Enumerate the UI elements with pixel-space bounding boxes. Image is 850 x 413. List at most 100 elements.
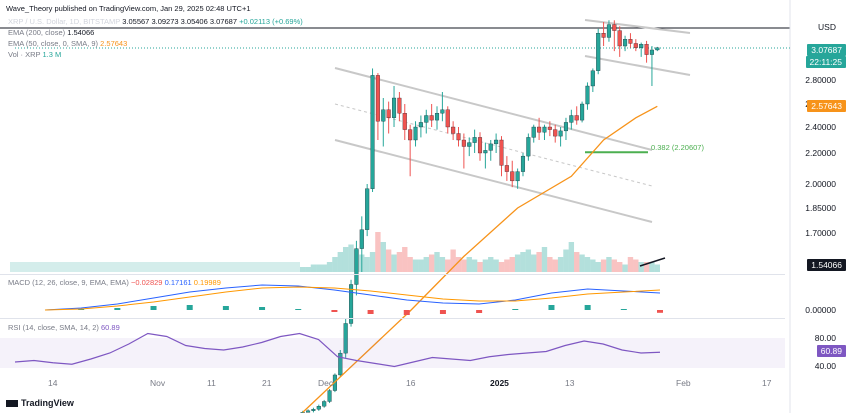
x-tick: 21 bbox=[262, 378, 272, 388]
macd-value: 0.17161 bbox=[164, 278, 192, 287]
candle-body bbox=[440, 109, 445, 114]
currency-label: USD bbox=[818, 22, 836, 32]
candle-body bbox=[526, 137, 531, 157]
candle-body bbox=[585, 85, 590, 105]
candle-body bbox=[547, 126, 552, 130]
candle-body bbox=[628, 39, 633, 44]
macd-hist-bar bbox=[259, 307, 266, 310]
candle-body bbox=[553, 129, 558, 137]
candle-body bbox=[515, 171, 520, 182]
volume-bar bbox=[568, 242, 575, 272]
volume-bar bbox=[418, 259, 424, 272]
countdown-badge: 22:11:25 bbox=[805, 56, 846, 68]
volume-bar bbox=[541, 247, 548, 272]
volume-bar bbox=[563, 249, 569, 272]
volume-bar bbox=[342, 247, 349, 272]
candle-body bbox=[542, 126, 547, 133]
volume-bar bbox=[547, 257, 553, 272]
volume-bar bbox=[402, 247, 408, 272]
volume-bar bbox=[557, 257, 564, 272]
volume-bar bbox=[509, 257, 515, 272]
ema50-line bbox=[302, 105, 658, 413]
rsi-value: 60.89 bbox=[100, 323, 120, 332]
volume-bar bbox=[450, 249, 456, 272]
candle-body bbox=[499, 139, 504, 166]
macd-hist-bar bbox=[295, 309, 302, 310]
candle-body bbox=[397, 97, 402, 114]
candle-body bbox=[467, 142, 472, 147]
ema200-label: EMA (200, close) bbox=[8, 28, 66, 37]
macd-hist-bar bbox=[657, 310, 663, 313]
candle-body bbox=[633, 43, 638, 48]
vol-label: Vol · XRP bbox=[8, 50, 41, 59]
candle-body bbox=[338, 352, 343, 376]
volume-bar bbox=[369, 252, 376, 272]
candle-body bbox=[327, 390, 332, 402]
price-tick: 2.80000 bbox=[805, 75, 836, 85]
volume-bar bbox=[643, 262, 650, 272]
candle-body bbox=[477, 137, 483, 154]
vol-value: 1.3 M bbox=[42, 50, 62, 59]
candle-body bbox=[596, 33, 601, 71]
volume-bar bbox=[348, 244, 354, 272]
ema200-value: 1.54066 bbox=[67, 28, 95, 37]
volume-bar bbox=[477, 262, 483, 272]
volume-bar bbox=[482, 259, 489, 272]
macd-hist-bar bbox=[584, 305, 591, 310]
volume-bar bbox=[498, 262, 505, 272]
symbol-name: XRP / U.S. Dollar, 1D, BITSTAMP bbox=[8, 17, 121, 26]
volume-bar bbox=[428, 254, 435, 272]
candle-body bbox=[569, 115, 574, 123]
volume-bar bbox=[423, 257, 429, 272]
volume-bar bbox=[574, 252, 580, 272]
volume-bar bbox=[300, 267, 306, 272]
ohlc-o: 3.05567 bbox=[122, 17, 150, 26]
candle-body bbox=[456, 133, 461, 141]
candle-body bbox=[649, 49, 654, 55]
price-badge: 3.07687 bbox=[807, 44, 846, 56]
ohlc-h: 3.09273 bbox=[151, 17, 179, 26]
candle-body bbox=[580, 103, 585, 121]
volume-bar bbox=[445, 259, 451, 272]
candle-body bbox=[655, 47, 660, 51]
volume-bar bbox=[600, 259, 607, 272]
candle-body bbox=[413, 126, 418, 141]
macd-hist-bar bbox=[512, 309, 519, 310]
candle-body bbox=[563, 122, 569, 132]
volume-bar bbox=[633, 259, 639, 272]
candle-body bbox=[311, 409, 316, 411]
x-tick: Feb bbox=[676, 378, 691, 388]
candle-body bbox=[424, 115, 429, 123]
candle-body bbox=[606, 24, 611, 38]
ohlc-c: 3.07687 bbox=[209, 17, 237, 26]
candle-body bbox=[418, 122, 423, 128]
rsi-tick-40: 40.00 bbox=[814, 361, 836, 371]
candle-body bbox=[488, 143, 493, 151]
macd-tick: 0.00000 bbox=[805, 305, 836, 315]
rsi-badge: 60.89 bbox=[816, 345, 846, 357]
candle-body bbox=[574, 115, 579, 121]
fib-label: 0.382 (2.20607) bbox=[651, 143, 704, 152]
tradingview-logo-icon bbox=[6, 400, 18, 408]
x-tick: Nov bbox=[150, 378, 166, 388]
ema200-line bbox=[639, 257, 666, 267]
candle-body bbox=[365, 188, 370, 230]
candle-body bbox=[445, 109, 450, 128]
ema50-label: EMA (50, close, 0, SMA, 9) bbox=[8, 39, 99, 48]
candle-body bbox=[354, 248, 359, 285]
volume-bar bbox=[520, 252, 526, 272]
candle-body bbox=[381, 109, 386, 122]
macd-signal-value: 0.19989 bbox=[193, 278, 221, 287]
candle-body bbox=[531, 126, 536, 138]
volume-bar bbox=[622, 264, 628, 272]
volume-base-area bbox=[10, 262, 300, 272]
x-tick: 14 bbox=[48, 378, 58, 388]
flag-top-line bbox=[584, 19, 691, 34]
volume-bar bbox=[412, 259, 419, 272]
footer-brand-text: TradingView bbox=[21, 398, 74, 408]
price-tick: 1.70000 bbox=[805, 228, 836, 238]
volume-bar bbox=[310, 264, 317, 272]
candle-body bbox=[558, 130, 563, 137]
candle-body bbox=[617, 30, 622, 47]
